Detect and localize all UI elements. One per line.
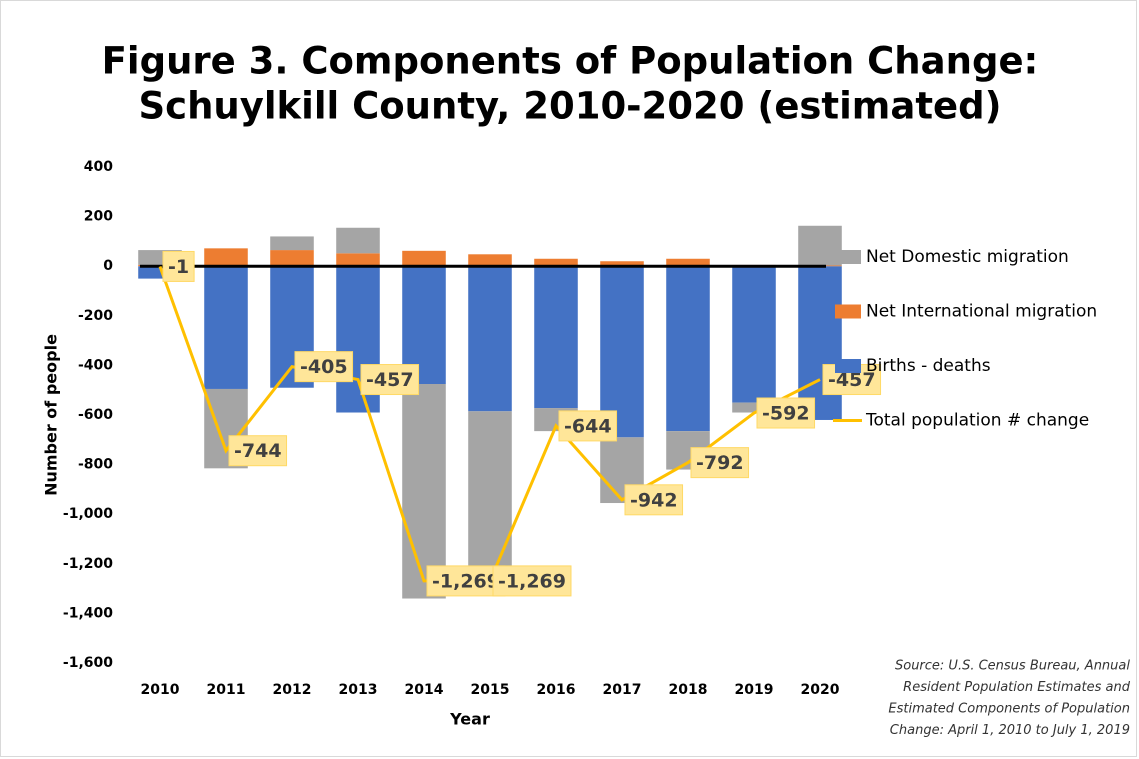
- bar-segment: [468, 254, 512, 267]
- data-label-box: [756, 397, 816, 429]
- y-tick-label: -600: [78, 407, 113, 423]
- x-axis-label: Year: [449, 710, 490, 729]
- data-label-box: [624, 484, 684, 516]
- x-tick-label: 2019: [735, 682, 774, 698]
- data-label: -942: [630, 489, 678, 511]
- data-label-box: [360, 364, 420, 396]
- data-label: -744: [234, 440, 282, 462]
- source-note: Change: April 1, 2010 to July 1, 2019: [890, 723, 1130, 738]
- data-label-box: [492, 565, 572, 597]
- bar-segment: [402, 384, 446, 599]
- y-tick-label: 200: [84, 209, 113, 225]
- source-note: Estimated Components of Population: [888, 702, 1130, 717]
- data-label: -592: [762, 403, 810, 425]
- bar-segment: [600, 266, 644, 438]
- data-label: -1: [168, 256, 189, 278]
- bar-segment: [336, 253, 380, 267]
- bar-segment: [336, 227, 380, 254]
- y-tick-label: -1,000: [63, 506, 113, 522]
- bar-segment: [468, 411, 512, 593]
- legend-label: Net Domestic migration: [866, 247, 1069, 267]
- bar-segment: [666, 258, 710, 267]
- bar-segment: [204, 248, 248, 267]
- bar-segment: [534, 266, 578, 409]
- chart-title: Schuylkill County, 2010-2020 (estimated): [138, 85, 1001, 128]
- bar-segment: [204, 266, 248, 389]
- bar-segment: [600, 261, 644, 267]
- bar-segment: [798, 266, 842, 420]
- bar-segment: [798, 225, 842, 266]
- legend-swatch: [835, 359, 861, 373]
- chart-title: Figure 3. Components of Population Chang…: [102, 40, 1039, 83]
- x-tick-label: 2010: [141, 682, 180, 698]
- data-label: -644: [564, 415, 612, 437]
- bar-segment: [732, 266, 776, 403]
- data-label: -405: [300, 356, 348, 378]
- legend-label: Total population # change: [865, 411, 1089, 431]
- data-label-box: [426, 565, 506, 597]
- bar-segment: [270, 250, 314, 267]
- y-tick-label: -1,400: [63, 605, 113, 621]
- bar-segment: [534, 258, 578, 267]
- data-label: -1,269: [498, 570, 566, 592]
- legend-label: Births - deaths: [866, 356, 991, 376]
- x-tick-label: 2012: [273, 682, 312, 698]
- data-label: -1,269: [432, 570, 500, 592]
- x-tick-label: 2016: [537, 682, 576, 698]
- bar-segment: [732, 402, 776, 413]
- data-label-box: [228, 435, 288, 467]
- bar-segment: [402, 250, 446, 267]
- bar-segment: [270, 236, 314, 251]
- source-note: Source: U.S. Census Bureau, Annual: [895, 659, 1130, 674]
- x-tick-label: 2018: [669, 682, 708, 698]
- y-axis-label: Number of people: [42, 334, 61, 496]
- legend-swatch: [835, 304, 861, 319]
- data-label-box: [690, 447, 750, 479]
- x-tick-label: 2017: [603, 682, 642, 698]
- data-label-box: [294, 351, 354, 383]
- y-tick-label: -1,200: [63, 556, 113, 572]
- x-tick-label: 2015: [471, 682, 510, 698]
- data-label: -792: [696, 452, 744, 474]
- data-label-box: [162, 250, 195, 282]
- y-tick-label: -1,600: [63, 655, 113, 671]
- y-tick-label: 0: [103, 258, 113, 274]
- x-tick-label: 2020: [801, 682, 840, 698]
- y-tick-label: -200: [78, 308, 113, 324]
- y-tick-label: -400: [78, 357, 113, 373]
- data-label-box: [558, 410, 618, 442]
- source-note: Resident Population Estimates and: [903, 680, 1131, 695]
- bar-segment: [666, 266, 710, 432]
- x-tick-label: 2011: [207, 682, 246, 698]
- x-tick-label: 2013: [339, 682, 378, 698]
- y-tick-label: 400: [84, 159, 113, 175]
- data-label: -457: [828, 369, 876, 391]
- y-tick-label: -800: [78, 457, 113, 473]
- legend-swatch: [835, 250, 861, 264]
- data-label: -457: [366, 369, 414, 391]
- bar-segment: [468, 266, 512, 412]
- x-tick-label: 2014: [405, 682, 444, 698]
- legend-label: Net International migration: [866, 302, 1097, 322]
